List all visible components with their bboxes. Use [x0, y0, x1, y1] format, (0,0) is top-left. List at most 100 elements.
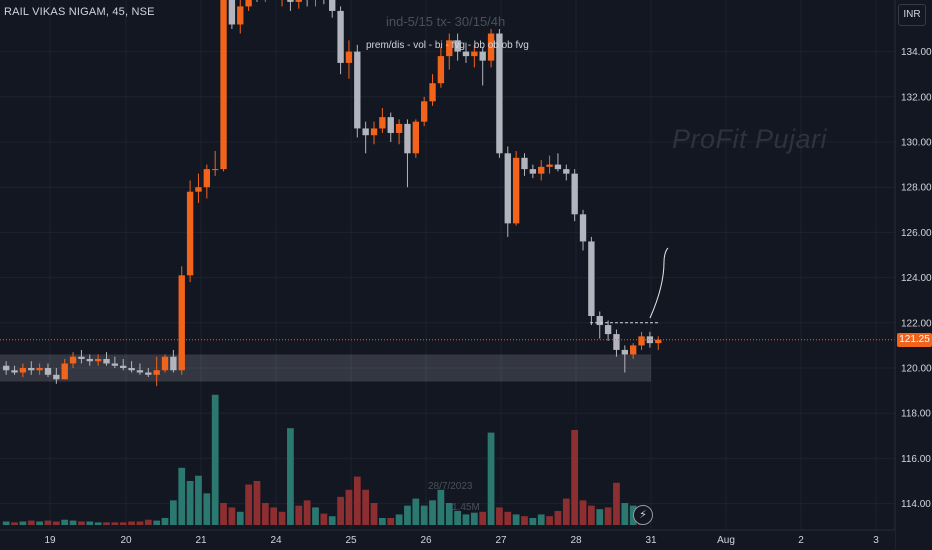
- volume-bar: [562, 498, 570, 525]
- candle: [337, 6, 344, 75]
- volume-bar: [44, 520, 52, 525]
- volume-bar: [571, 429, 579, 525]
- volume-bar: [211, 394, 219, 525]
- volume-bars: [2, 394, 645, 525]
- volume-bar: [261, 503, 269, 525]
- volume-bar: [170, 500, 177, 525]
- volume-bar: [303, 500, 311, 525]
- volume-bar: [596, 509, 604, 525]
- candle: [220, 0, 227, 172]
- candle: [19, 363, 27, 378]
- time-tick-label: 31: [645, 535, 657, 546]
- candle: [487, 29, 495, 68]
- last-price-tag: 121.25: [897, 332, 932, 347]
- volume-bar: [437, 489, 445, 525]
- candle: [329, 0, 336, 18]
- volume-bar: [27, 520, 35, 525]
- candle: [195, 173, 202, 204]
- time-tick-label: 3: [873, 535, 879, 546]
- volume-bar: [462, 514, 470, 525]
- candle: [512, 151, 520, 226]
- volume-bar: [103, 522, 110, 525]
- candle: [429, 74, 436, 106]
- candle: [521, 153, 528, 176]
- volume-bar: [61, 519, 69, 525]
- candle: [354, 44, 361, 138]
- time-tick-label: 2: [798, 535, 804, 546]
- candle: [362, 121, 369, 154]
- candle: [237, 0, 244, 34]
- volume-bar: [404, 505, 411, 525]
- candle: [446, 33, 453, 70]
- time-tick-label: 28: [570, 535, 582, 546]
- candle: [646, 331, 654, 348]
- time-tick-label: Aug: [717, 535, 735, 546]
- time-tick-label: 25: [345, 535, 357, 546]
- candle: [136, 363, 144, 375]
- volume-bar: [52, 521, 60, 525]
- volume-bar: [353, 476, 361, 525]
- volume-bar: [479, 511, 487, 525]
- volume-bar: [36, 521, 43, 525]
- volume-bar: [345, 489, 353, 525]
- time-tick-label: 26: [420, 535, 432, 546]
- watermark: ProFit Pujari: [672, 124, 828, 154]
- candle: [496, 29, 503, 158]
- candle: [153, 356, 160, 387]
- volume-bar: [94, 522, 102, 525]
- volume-bar: [529, 517, 537, 525]
- volume-bar: [245, 484, 252, 525]
- volume-bar: [420, 505, 428, 525]
- volume-bar: [379, 517, 386, 525]
- volume-bar: [236, 511, 244, 525]
- candle: [3, 361, 10, 375]
- candle: [111, 356, 119, 368]
- volume-value-readout: 1.45M: [452, 502, 480, 513]
- candle: [471, 44, 478, 68]
- volume-bar: [11, 522, 18, 525]
- volume-bar: [78, 521, 85, 525]
- price-tick-label: 126.00: [901, 228, 932, 239]
- candle: [186, 180, 194, 283]
- time-axis[interactable]: 19 20 21 24 25 26 27 28 31 Aug 2 3: [0, 529, 895, 550]
- volume-bar: [119, 522, 127, 525]
- candle: [621, 345, 628, 373]
- candles: [3, 0, 662, 387]
- price-axis[interactable]: 114.00 116.00 118.00 120.00 122.00 124.00 126.…: [894, 0, 932, 550]
- price-tick-label: 132.00: [901, 92, 932, 103]
- volume-bar: [86, 521, 94, 525]
- candle: [546, 155, 553, 174]
- volume-bar: [111, 522, 119, 525]
- price-tick-label: 116.00: [901, 454, 931, 465]
- volume-bar: [270, 507, 278, 525]
- time-tick-label: 21: [195, 535, 207, 546]
- indicator-label-2: prem/dis - vol - bi - fvg - bb ob ob fvg: [366, 40, 529, 51]
- candle: [11, 365, 18, 375]
- candle: [437, 47, 445, 88]
- candle: [145, 368, 152, 378]
- volume-bar: [2, 521, 10, 525]
- candle: [323, 0, 325, 5]
- volume-bar: [320, 513, 328, 525]
- volume-bar: [287, 428, 294, 525]
- candle: [53, 368, 60, 384]
- candle: [36, 363, 43, 375]
- candle: [596, 311, 603, 339]
- volume-bar: [613, 482, 620, 525]
- lightning-icon[interactable]: ⚡︎: [633, 505, 653, 525]
- candle: [170, 349, 177, 373]
- currency-button[interactable]: INR: [898, 4, 926, 26]
- candle: [630, 343, 637, 359]
- grid: [0, 0, 895, 530]
- volume-bar: [328, 516, 336, 525]
- candle: [387, 112, 394, 142]
- candle: [638, 331, 645, 350]
- candle: [69, 352, 77, 368]
- volume-bar: [521, 516, 528, 525]
- volume-bar: [161, 517, 169, 525]
- price-tick-label: 124.00: [901, 273, 932, 284]
- candle: [78, 349, 85, 364]
- volume-bar: [504, 511, 512, 525]
- volume-bar: [487, 432, 495, 525]
